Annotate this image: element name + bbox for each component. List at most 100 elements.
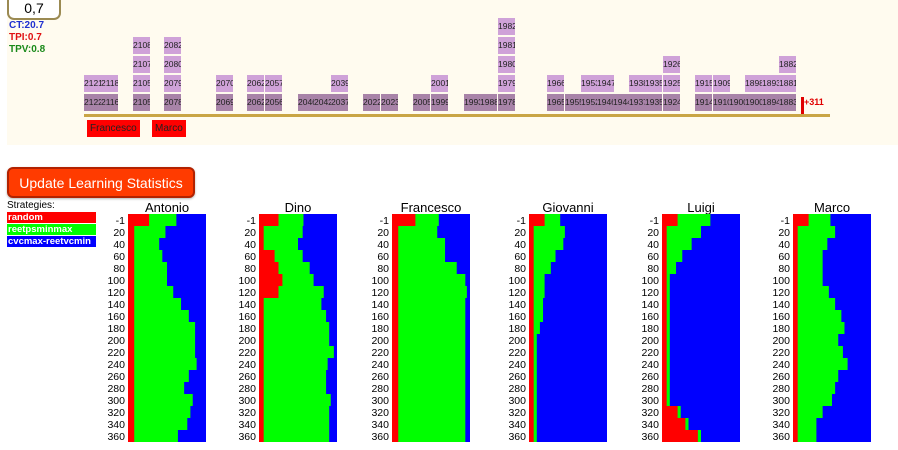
timeline-tile[interactable]: 2122: [84, 94, 101, 111]
timeline-tile[interactable]: 1926: [663, 56, 680, 73]
timeline-tile[interactable]: 1935: [645, 94, 662, 111]
tick-label: 340: [641, 419, 659, 431]
bar-reetpsminmax: [398, 346, 466, 358]
timeline-tile[interactable]: 1900: [729, 94, 746, 111]
bar-random: [392, 346, 399, 358]
timeline-tile[interactable]: 1910: [713, 94, 730, 111]
timeline-tile[interactable]: 1898: [745, 75, 762, 92]
timeline-tile[interactable]: 1882: [779, 56, 796, 73]
tick-label: 200: [641, 335, 659, 347]
timeline-tile[interactable]: 1935: [645, 75, 662, 92]
timeline-tile[interactable]: 1883: [779, 94, 796, 111]
timeline-tile[interactable]: 2056: [265, 94, 282, 111]
timeline-tile[interactable]: 1953: [581, 75, 598, 92]
bar-reetpsminmax: [666, 274, 671, 286]
bar-reetpsminmax: [398, 310, 466, 322]
bar-random: [529, 394, 535, 406]
timeline-tile[interactable]: 1893: [762, 75, 779, 92]
bar-cvcmax-reetvcmin: [669, 310, 740, 322]
timeline-tile[interactable]: 2022: [363, 94, 380, 111]
bar-cvcmax-reetvcmin: [465, 394, 470, 406]
tick-label: 320: [508, 407, 526, 419]
bar-cvcmax-reetvcmin: [326, 382, 337, 394]
timeline-tile[interactable]: 2057: [265, 75, 282, 92]
timeline-tile[interactable]: 2116: [101, 94, 118, 111]
timeline-tile[interactable]: 1966: [547, 75, 564, 92]
bar-reetpsminmax: [263, 310, 327, 322]
timeline-tile[interactable]: 1965: [547, 94, 564, 111]
timeline-tile[interactable]: 2037: [331, 94, 348, 111]
timeline-tile[interactable]: 2118: [101, 75, 118, 92]
timeline-tile[interactable]: 2046: [298, 94, 315, 111]
timeline-tile[interactable]: 1937: [629, 94, 646, 111]
timeline-tile[interactable]: 1999: [431, 94, 448, 111]
timeline-tile[interactable]: 1946: [597, 94, 614, 111]
bar-reetpsminmax: [398, 274, 466, 286]
bar-cvcmax-reetvcmin: [536, 358, 607, 370]
timeline-tile[interactable]: 2107: [133, 56, 150, 73]
timeline-tile[interactable]: 2070: [216, 75, 233, 92]
timeline-tile[interactable]: 1952: [581, 94, 598, 111]
timeline-tile[interactable]: 1944: [613, 94, 630, 111]
bar-cvcmax-reetvcmin: [669, 322, 740, 334]
timeline-tile[interactable]: 2069: [216, 94, 233, 111]
player-tag-francesco[interactable]: Francesco: [87, 120, 140, 137]
bar-cvcmax-reetvcmin: [844, 322, 871, 334]
timeline-tile[interactable]: 2105: [133, 94, 150, 111]
bar-reetpsminmax: [398, 358, 466, 370]
timeline-tile[interactable]: 2108: [133, 37, 150, 54]
timeline-tile[interactable]: 1925: [663, 75, 680, 92]
timeline-tile[interactable]: 1978: [498, 94, 515, 111]
timeline-tile[interactable]: 1947: [597, 75, 614, 92]
timeline-tile[interactable]: 1981: [498, 37, 515, 54]
timeline-tile[interactable]: 2023: [381, 94, 398, 111]
timeline-tile[interactable]: 2001: [431, 75, 448, 92]
timeline-tile[interactable]: 1909: [713, 75, 730, 92]
bar-random: [259, 382, 265, 394]
timeline-tile[interactable]: 1982: [498, 18, 515, 35]
timeline-tile[interactable]: 1881: [779, 75, 796, 92]
chart-marco: [793, 214, 871, 442]
bar-random: [793, 358, 799, 370]
bar-reetpsminmax: [398, 298, 466, 310]
bar-random: [793, 286, 799, 298]
timeline-tile[interactable]: 2079: [164, 75, 181, 92]
tick-label: 120: [238, 287, 256, 299]
timeline-tile[interactable]: 1900: [745, 94, 762, 111]
timeline-tile[interactable]: 1979: [498, 75, 515, 92]
player-tag-marco[interactable]: Marco: [152, 120, 186, 137]
update-learning-statistics-button[interactable]: Update Learning Statistics: [7, 167, 195, 198]
bar-cvcmax-reetvcmin: [536, 382, 607, 394]
tick-label: 100: [107, 275, 125, 287]
timeline-tile[interactable]: 2042: [314, 94, 331, 111]
tick-label: -1: [115, 215, 125, 227]
timeline-cursor[interactable]: [801, 97, 804, 114]
timeline-tile[interactable]: 1924: [663, 94, 680, 111]
timeline-tile[interactable]: 1938: [629, 75, 646, 92]
timeline-tile[interactable]: 2080: [164, 56, 181, 73]
bar-reetpsminmax: [797, 382, 836, 394]
bar-random: [662, 418, 686, 430]
timeline-tile[interactable]: 1980: [498, 56, 515, 73]
timeline-tile[interactable]: 1914: [695, 94, 712, 111]
tick-label: 40: [778, 239, 790, 251]
bar-random: [392, 214, 416, 226]
timeline-tile[interactable]: 2121: [84, 75, 101, 92]
timeline-tile[interactable]: 1988: [480, 94, 497, 111]
bar-cvcmax-reetvcmin: [313, 274, 337, 286]
timeline-tile[interactable]: 1915: [695, 75, 712, 92]
timeline-tile[interactable]: 2105: [133, 75, 150, 92]
bar-cvcmax-reetvcmin: [701, 430, 740, 442]
timeline-tile[interactable]: 1993: [464, 94, 481, 111]
score-box: 0,7: [7, 0, 61, 20]
bar-random: [529, 406, 535, 418]
timeline-tile[interactable]: 1955: [565, 94, 582, 111]
timeline-tile[interactable]: 2062: [247, 94, 264, 111]
timeline-tile[interactable]: 2005: [413, 94, 430, 111]
timeline-tile[interactable]: 1894: [762, 94, 779, 111]
timeline-tile[interactable]: 2078: [164, 94, 181, 111]
timeline-tile[interactable]: 2082: [164, 37, 181, 54]
timeline-tile[interactable]: 2062: [247, 75, 264, 92]
bar-random: [793, 214, 810, 226]
timeline-tile[interactable]: 2039: [331, 75, 348, 92]
